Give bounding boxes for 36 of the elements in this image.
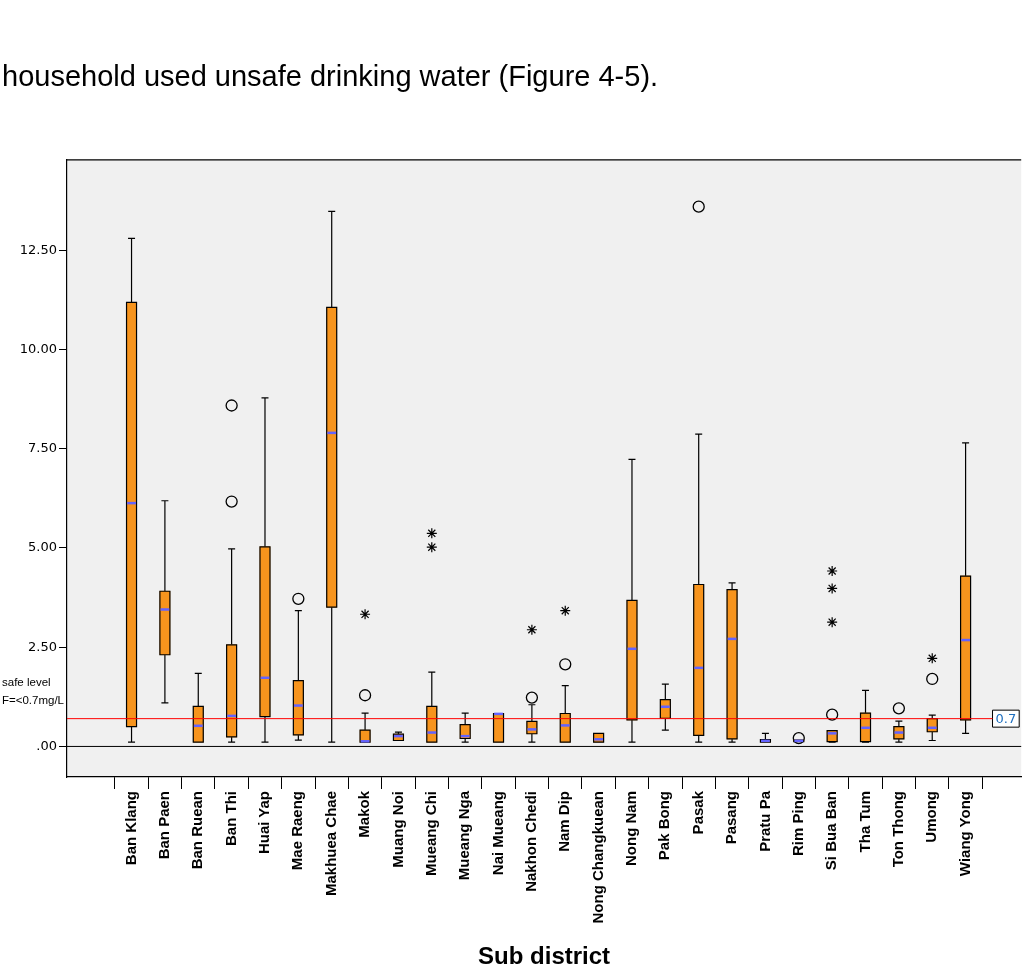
- text: safe level F=<0.7mg/L: [2, 675, 65, 706]
- x-tick-label: Pak Bong: [655, 791, 673, 861]
- x-tick-label: Mae Raeng: [288, 791, 306, 871]
- ref-line-label: 0.7: [995, 710, 1017, 726]
- x-tick-label: Pasak: [688, 790, 706, 835]
- x-tick-label: Wiang Yong: [955, 791, 973, 877]
- x-tick-label: Ban Thi: [221, 791, 239, 846]
- x-tick-label: Makhuea Chae: [321, 791, 339, 897]
- y-tick-label: 12.50: [19, 241, 57, 257]
- x-tick-label: Rim Ping: [788, 791, 806, 857]
- x-tick-label: Pasang: [722, 791, 740, 845]
- x-tick-label: Mueang Nga: [455, 790, 473, 881]
- x-tick-label: Nakhon Chedi: [522, 791, 540, 892]
- x-tick-label: Ban Paen: [155, 791, 173, 860]
- x-tick-label: Si Bua Ban: [822, 791, 840, 871]
- x-tick-label: Nam Dip: [555, 791, 573, 852]
- text: household used unsafe drinking water (Figure 4-5).: [2, 59, 659, 93]
- x-tick-label: Ton Thong: [889, 791, 907, 868]
- y-tick-label: 7.50: [28, 440, 57, 456]
- x-tick-label: Nong Changkuean: [588, 791, 606, 924]
- x-tick-label: Huai Yap: [255, 791, 273, 855]
- x-tick-label: Mueang Chi: [421, 791, 439, 876]
- y-tick-label: 10.00: [19, 340, 57, 356]
- y-tick-label: .00: [36, 737, 57, 753]
- x-axis-title: Sub district: [478, 942, 611, 970]
- x-tick-label: Pratu Pa: [755, 790, 773, 852]
- x-tick-label: Makok: [355, 790, 373, 838]
- y-tick-label: 2.50: [28, 638, 57, 654]
- x-tick-label: Nai Mueang: [488, 791, 506, 876]
- x-tick-label: Umong: [922, 791, 940, 843]
- x-tick-label: Ban Ruean: [188, 791, 206, 870]
- y-tick-label: 5.00: [28, 539, 57, 555]
- x-tick-label: Tha Tum: [855, 791, 873, 853]
- x-tick-label: Muang Noi: [388, 791, 406, 868]
- x-tick-label: Nong Nam: [622, 791, 640, 866]
- x-tick-label: Ban Klang: [121, 791, 139, 866]
